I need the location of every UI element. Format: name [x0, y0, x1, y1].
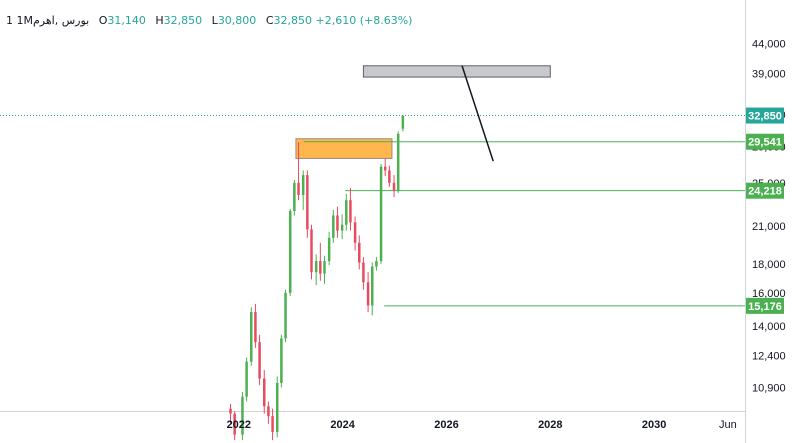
x-tick-label: 2028	[538, 419, 562, 431]
candle-body	[250, 312, 253, 362]
legend-high-label: H	[155, 14, 164, 27]
candle-body	[306, 175, 309, 230]
y-tick-label: 12,400	[752, 351, 786, 363]
y-tick-label: 10,900	[752, 382, 786, 394]
candle-body	[245, 361, 248, 397]
candle-body	[375, 261, 378, 267]
candle-body	[314, 261, 318, 273]
candle-body	[293, 182, 296, 212]
trend-line	[461, 65, 494, 162]
level-label-bg	[746, 297, 784, 314]
legend-low-label: L	[211, 14, 218, 27]
target-zone	[362, 65, 551, 78]
candle-body	[353, 222, 357, 243]
candle-body	[370, 266, 374, 306]
ohlc-legend: 1 1Mبورس ,اهرم O31,140 H32,850 L30,800 C…	[6, 14, 412, 27]
last-price-label-bg	[746, 107, 784, 124]
zones-layer	[295, 65, 551, 159]
candles-layer	[229, 115, 405, 441]
candle-body	[401, 115, 405, 129]
supply-zone	[295, 138, 393, 159]
candle-body	[388, 170, 391, 183]
legend-symbol: بورس ,اهرم	[33, 14, 90, 27]
candle-body	[358, 242, 361, 263]
drawings-layer	[461, 65, 494, 162]
candle-body	[362, 262, 365, 283]
time-scale[interactable]: 2022 2024 2026 2028 2030 Jun	[227, 419, 737, 431]
candle-body	[271, 416, 274, 432]
candle-body	[310, 229, 313, 273]
y-tick-label: 44,000	[752, 39, 786, 51]
candle-body	[336, 215, 339, 231]
candle-body	[327, 237, 331, 262]
y-tick-label: 21,000	[752, 221, 786, 233]
legend-interval: 1M	[16, 14, 34, 27]
candle-body	[349, 200, 352, 223]
candle-body	[319, 261, 322, 274]
candle-body	[332, 215, 335, 238]
level-label-bg	[746, 182, 784, 199]
legend-low: 30,800	[217, 14, 257, 27]
y-tick-label: 14,000	[752, 321, 786, 333]
candle-body	[267, 406, 270, 417]
legend-change: +2,610 (+8.63%)	[315, 14, 413, 27]
candle-body	[379, 166, 383, 262]
candle-body	[340, 224, 344, 231]
legend-high: 32,850	[163, 14, 203, 27]
candle-body	[392, 182, 396, 191]
x-tick-label: 2022	[227, 419, 251, 431]
candle-body	[263, 378, 266, 407]
level-label: 29,541	[748, 137, 782, 149]
legend-open: 31,140	[107, 14, 146, 27]
last-price-label: 32,850	[748, 111, 782, 123]
candle-body	[258, 342, 261, 379]
x-tick-label: 2024	[330, 419, 355, 431]
candle-body	[366, 282, 370, 306]
candle-body	[233, 413, 236, 435]
level-label: 24,218	[748, 186, 782, 198]
candle-body	[275, 382, 279, 432]
candle-body	[254, 312, 257, 343]
candle-body	[241, 396, 244, 435]
x-tick-label: 2030	[642, 419, 666, 431]
level-label: 15,176	[748, 301, 782, 313]
legend-open-label: O	[98, 14, 108, 27]
candle-body	[229, 408, 232, 414]
y-tick-label: 16,000	[752, 288, 786, 300]
candle-body	[345, 200, 348, 225]
x-tick-label: 2026	[434, 419, 458, 431]
y-tick-label: 18,000	[752, 259, 786, 271]
candle-body	[280, 338, 283, 383]
legend-close-label: C	[265, 14, 274, 27]
level-label-bg	[746, 133, 784, 150]
x-tick-label: Jun	[719, 419, 737, 431]
candle-body	[383, 166, 387, 171]
candle-body	[323, 261, 326, 274]
legend-close: 32,850	[273, 14, 313, 27]
legend-prefix: 1	[6, 14, 13, 27]
y-tick-label: 39,000	[752, 68, 786, 80]
candle-body	[297, 182, 300, 195]
price-scale[interactable]: 10,90012,40014,00016,00018,00021,00025,0…	[746, 39, 786, 395]
candle-body	[301, 175, 305, 195]
candle-body	[284, 292, 287, 339]
candle-body	[396, 133, 400, 191]
candle-body	[288, 211, 292, 293]
levels-layer	[0, 115, 745, 307]
